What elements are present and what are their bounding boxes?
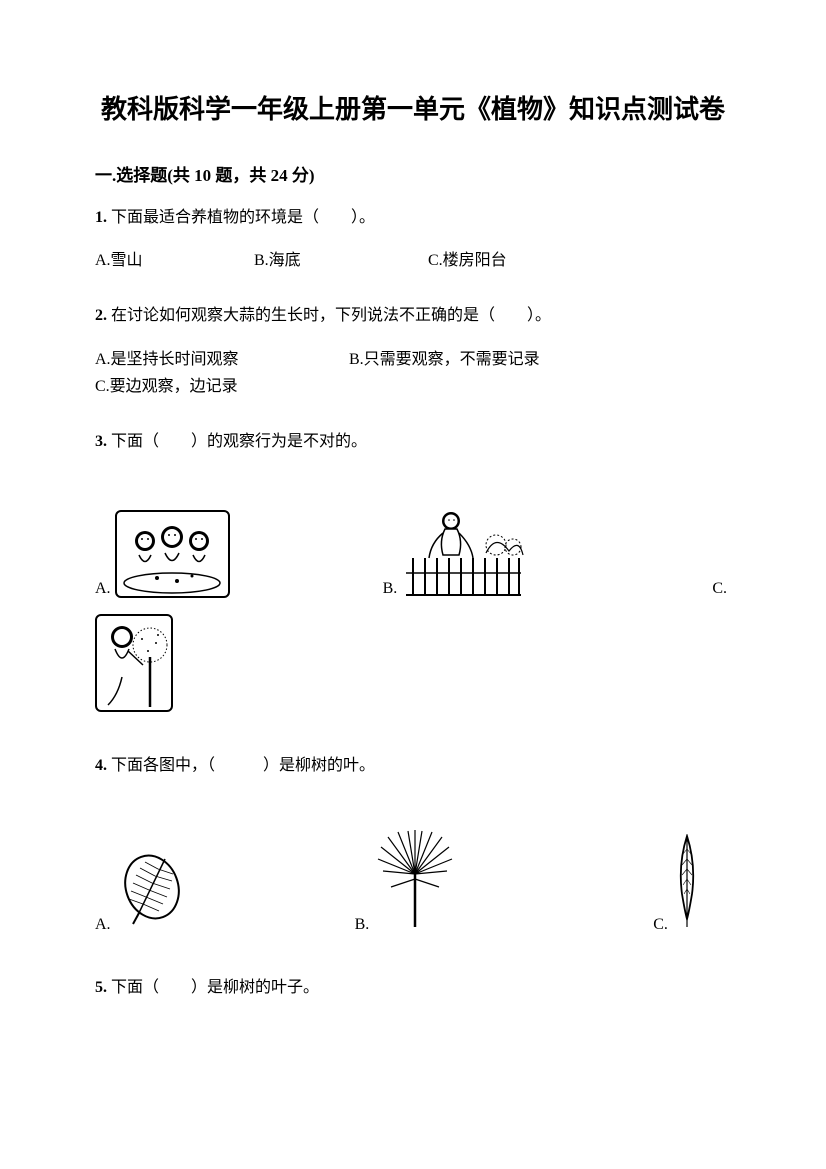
q2-option-a: A.是坚持长时间观察 xyxy=(95,346,345,373)
q4-option-b-label: B. xyxy=(355,916,370,934)
q2-option-b: B.只需要观察，不需要记录 xyxy=(349,346,639,373)
q4-image-a xyxy=(115,849,190,934)
q3-image-c xyxy=(95,614,731,712)
q5-text: 下面（ ）是柳树的叶子。 xyxy=(107,979,319,996)
q1-option-a: A.雪山 xyxy=(95,247,250,274)
question-2: 2. 在讨论如何观察大蒜的生长时，下列说法不正确的是（ ）。 xyxy=(95,302,731,329)
q3-image-a xyxy=(115,510,230,598)
q1-text: 下面最适合养植物的环境是（ ）。 xyxy=(107,209,375,226)
q2-option-c: C.要边观察，边记录 xyxy=(95,373,238,400)
q3-option-a-wrapper: A. xyxy=(95,510,230,598)
q4-image-options: A. B. xyxy=(95,829,731,934)
q3-option-c-wrapper: C. xyxy=(712,580,731,598)
q3-image-b xyxy=(401,503,526,598)
q3-number: 3. xyxy=(95,433,107,450)
q3-option-c-label: C. xyxy=(712,580,727,598)
q4-image-b xyxy=(373,829,458,934)
q4-image-c xyxy=(672,834,702,934)
q3-option-a-label: A. xyxy=(95,580,111,598)
q1-options: A.雪山 B.海底 C.楼房阳台 xyxy=(95,247,731,274)
q2-text: 在讨论如何观察大蒜的生长时，下列说法不正确的是（ ）。 xyxy=(107,307,551,324)
q2-options: A.是坚持长时间观察 B.只需要观察，不需要记录 C.要边观察，边记录 xyxy=(95,346,731,400)
q5-number: 5. xyxy=(95,979,107,996)
q4-text: 下面各图中，（ ）是柳树的叶。 xyxy=(107,757,375,774)
q2-number: 2. xyxy=(95,307,107,324)
q4-number: 4. xyxy=(95,757,107,774)
question-5: 5. 下面（ ）是柳树的叶子。 xyxy=(95,974,731,1001)
question-1: 1. 下面最适合养植物的环境是（ ）。 xyxy=(95,204,731,231)
question-4: 4. 下面各图中，（ ）是柳树的叶。 xyxy=(95,752,731,779)
q4-option-a-label: A. xyxy=(95,916,111,934)
section-header: 一.选择题(共 10 题，共 24 分) xyxy=(95,161,731,186)
q4-option-c-label: C. xyxy=(653,916,668,934)
q1-option-b: B.海底 xyxy=(254,247,424,274)
q3-image-options: A. B. xyxy=(95,503,731,598)
q3-option-b-label: B. xyxy=(383,580,398,598)
question-3: 3. 下面（ ）的观察行为是不对的。 xyxy=(95,428,731,455)
document-title: 教科版科学一年级上册第一单元《植物》知识点测试卷 xyxy=(95,90,731,129)
q4-option-a-wrapper: A. xyxy=(95,849,190,934)
q4-option-b-wrapper: B. xyxy=(355,829,459,934)
q4-option-c-wrapper: C. xyxy=(653,834,702,934)
q1-option-c: C.楼房阳台 xyxy=(428,247,507,274)
q3-option-b-wrapper: B. xyxy=(383,503,527,598)
q1-number: 1. xyxy=(95,209,107,226)
q3-text: 下面（ ）的观察行为是不对的。 xyxy=(107,433,367,450)
